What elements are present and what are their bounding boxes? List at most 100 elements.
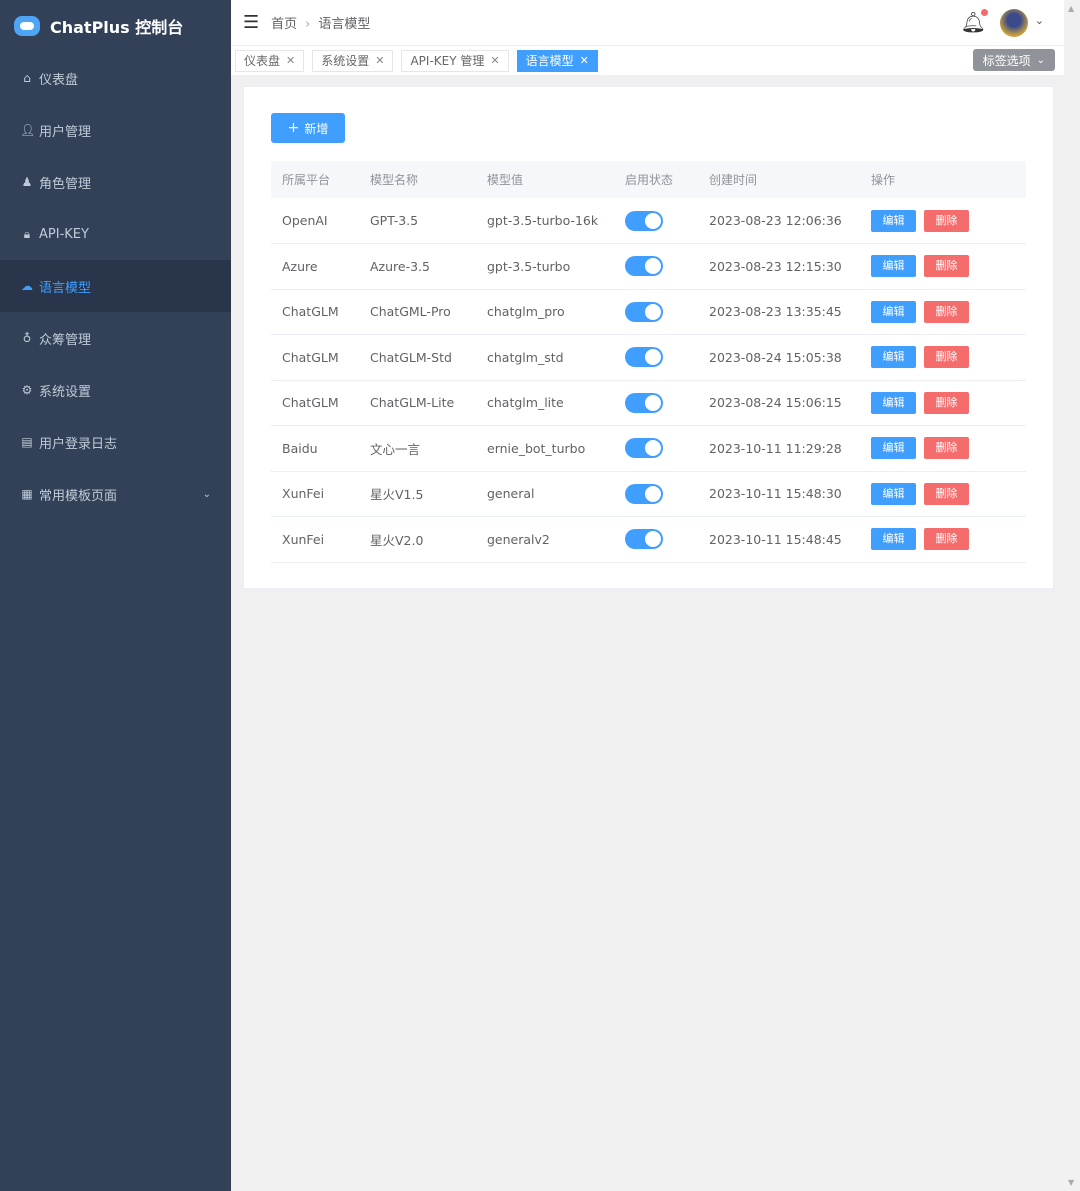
sidebar-item-5[interactable]: ♁ 众筹管理 (0, 312, 231, 364)
model-name-cell: 星火V1.5 (359, 471, 476, 517)
created-cell: 2023-10-11 11:29:28 (698, 425, 860, 472)
edit-button[interactable]: 编辑 (871, 482, 916, 505)
sidebar-item-1[interactable]: 👤︎ 用户管理 (0, 104, 231, 156)
actions-cell: 编辑 删除 (860, 380, 1026, 426)
model-name-cell: 文心一言 (359, 425, 476, 472)
scrollbar[interactable]: ▲ ▼ (1064, 0, 1080, 1191)
delete-button[interactable]: 删除 (924, 482, 969, 505)
sidebar-item-7[interactable]: ▤ 用户登录日志 (0, 416, 231, 468)
enabled-toggle[interactable] (625, 483, 663, 504)
home-icon: ⌂ (23, 71, 31, 85)
delete-button[interactable]: 删除 (924, 209, 969, 232)
close-icon[interactable]: ✕ (286, 54, 296, 67)
created-cell: 2023-08-23 13:35:45 (698, 289, 860, 335)
platform-cell: ChatGLM (271, 334, 359, 381)
avatar[interactable] (1000, 9, 1028, 37)
delete-button[interactable]: 删除 (924, 346, 969, 369)
sidebar-item-label: API-KEY (39, 226, 89, 242)
sidebar-item-label: 仪表盘 (39, 72, 79, 88)
model-name-cell: GPT-3.5 (359, 198, 476, 244)
delete-button[interactable]: 删除 (924, 437, 969, 460)
tab-label: 仪表盘 (244, 54, 281, 68)
edit-button[interactable]: 编辑 (871, 346, 916, 369)
tab-0[interactable]: 仪表盘 ✕ (235, 49, 305, 72)
model-name-cell: ChatGLM-Lite (359, 380, 476, 426)
table-row: XunFei 星火V2.0 generalv2 2023-10-11 15:48… (271, 516, 1026, 563)
sidebar-nav: ⌂ 仪表盘 👤︎ 用户管理 ♟ 角色管理 🔒︎ API-KEY ☁ 语言模型 ♁ 众筹管理 ⚙ 系统设置 ▤… (0, 52, 231, 520)
sidebar-item-3[interactable]: 🔒︎ API-KEY (0, 208, 231, 260)
tab-label: API-KEY 管理 (410, 54, 485, 68)
chevron-down-icon[interactable]: ⌄ (1034, 14, 1044, 27)
platform-cell: Baidu (271, 425, 359, 472)
created-cell: 2023-08-23 12:06:36 (698, 198, 860, 244)
edit-button[interactable]: 编辑 (871, 528, 916, 551)
table-row: ChatGLM ChatGLM-Lite chatglm_lite 2023-0… (271, 380, 1026, 426)
tab-3[interactable]: 语言模型 ✕ (516, 49, 598, 72)
sidebar-item-label: 众筹管理 (39, 332, 92, 348)
platform-cell: ChatGLM (271, 380, 359, 426)
tab-1[interactable]: 系统设置 ✕ (312, 49, 394, 72)
model-value-cell: gpt-3.5-turbo (476, 243, 614, 290)
edit-button[interactable]: 编辑 (871, 391, 916, 414)
breadcrumb-home[interactable]: 首页 (271, 17, 298, 32)
medal-icon: ♁ (22, 331, 32, 345)
breadcrumb-current: 语言模型 (318, 17, 371, 32)
status-cell (614, 471, 698, 517)
gear-icon: ⚙ (21, 383, 33, 397)
add-button[interactable]: + 新增 (271, 113, 345, 143)
enabled-toggle[interactable] (625, 210, 663, 231)
sidebar-item-2[interactable]: ♟ 角色管理 (0, 156, 231, 208)
delete-button[interactable]: 删除 (924, 255, 969, 278)
model-name-cell: ChatGML-Pro (359, 289, 476, 335)
delete-button[interactable]: 删除 (924, 300, 969, 323)
sidebar-item-8[interactable]: ▦ 常用模板页面 ⌄ (0, 468, 231, 520)
enabled-toggle[interactable] (625, 392, 663, 413)
model-value-cell: generalv2 (476, 516, 614, 563)
actions-cell: 编辑 删除 (860, 425, 1026, 472)
close-icon[interactable]: ✕ (490, 54, 500, 67)
sidebar-item-4[interactable]: ☁ 语言模型 (0, 260, 231, 312)
edit-button[interactable]: 编辑 (871, 255, 916, 278)
enabled-toggle[interactable] (625, 529, 663, 550)
created-cell: 2023-10-11 15:48:45 (698, 516, 860, 563)
status-cell (614, 243, 698, 290)
created-cell: 2023-10-11 15:48:30 (698, 471, 860, 517)
edit-button[interactable]: 编辑 (871, 209, 916, 232)
enabled-toggle[interactable] (625, 438, 663, 459)
sidebar-item-label: 角色管理 (39, 176, 92, 192)
sidebar-item-label: 语言模型 (39, 280, 92, 296)
delete-button[interactable]: 删除 (924, 528, 969, 551)
close-icon[interactable]: ✕ (579, 54, 589, 67)
scroll-down-icon[interactable]: ▼ (1068, 1178, 1075, 1187)
column-header: 模型值 (476, 161, 614, 198)
tag-options-button[interactable]: 标签选项 ⌄ (972, 49, 1055, 71)
status-cell (614, 425, 698, 472)
edit-button[interactable]: 编辑 (871, 300, 916, 323)
scroll-up-icon[interactable]: ▲ (1068, 4, 1075, 13)
actions-cell: 编辑 删除 (860, 243, 1026, 290)
user-icon: 👤︎ (20, 123, 36, 137)
tab-label: 系统设置 (321, 54, 370, 68)
menu-toggle-icon[interactable]: ☰ (243, 12, 260, 33)
status-cell (614, 516, 698, 563)
sidebar-item-6[interactable]: ⚙ 系统设置 (0, 364, 231, 416)
tag-options-label: 标签选项 (982, 53, 1031, 68)
table-row: Azure Azure-3.5 gpt-3.5-turbo 2023-08-23… (271, 243, 1026, 290)
edit-button[interactable]: 编辑 (871, 437, 916, 460)
tab-2[interactable]: API-KEY 管理 ✕ (401, 49, 509, 72)
table-row: OpenAI GPT-3.5 gpt-3.5-turbo-16k 2023-08… (271, 198, 1026, 244)
column-header: 创建时间 (698, 161, 860, 198)
sidebar-item-label: 用户登录日志 (39, 436, 118, 452)
table-row: XunFei 星火V1.5 general 2023-10-11 15:48:3… (271, 471, 1026, 517)
enabled-toggle[interactable] (625, 301, 663, 322)
sidebar-item-0[interactable]: ⌂ 仪表盘 (0, 52, 231, 104)
role-icon: ♟ (21, 175, 33, 189)
enabled-toggle[interactable] (625, 256, 663, 277)
close-icon[interactable]: ✕ (375, 54, 385, 67)
breadcrumb-separator-icon: › (305, 17, 311, 32)
header: ☰ 首页 › 语言模型 🔔︎ ⌄ (231, 0, 1064, 46)
log-icon: ▤ (21, 435, 33, 449)
delete-button[interactable]: 删除 (924, 391, 969, 414)
enabled-toggle[interactable] (625, 347, 663, 368)
created-cell: 2023-08-23 12:15:30 (698, 243, 860, 290)
